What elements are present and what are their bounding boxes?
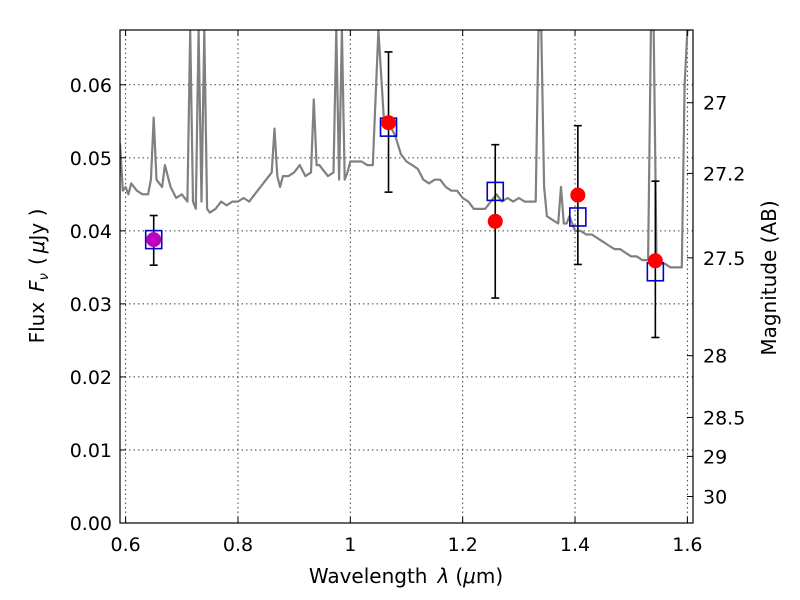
observed-circle-point	[647, 253, 663, 269]
synthetic-square-point	[486, 181, 505, 202]
y2-tick-label: 27.2	[703, 163, 745, 185]
y-tick-label: 0.05	[70, 148, 112, 170]
synthetic-square-point	[144, 229, 163, 250]
y2-tick-label: 27.5	[703, 248, 745, 270]
y-axis-label: FluxFν(μJy )	[25, 209, 52, 344]
y-axis-ticks: 0.00 0.01 0.02 0.03 0.04 0.05 0.06	[70, 75, 126, 535]
y-tick-label: 0.01	[70, 440, 112, 462]
x-tick-label: 0.8	[223, 534, 253, 556]
y-tick-label: 0.02	[70, 367, 112, 389]
model-spectrum-layer	[120, 30, 691, 269]
x-tick-label: 1.6	[672, 534, 702, 556]
y-tick-label: 0.04	[70, 221, 112, 243]
x-tick-label: 0.6	[111, 534, 141, 556]
observed-circle-point	[487, 213, 503, 229]
y2-axis-ticks: 27 27.2 27.5 28 28.5 29 30	[687, 93, 745, 508]
observed-circle-point	[146, 232, 162, 248]
synthetic-square-point	[569, 207, 587, 227]
y-tick-label: 0.00	[70, 513, 112, 535]
x-tick-label: 1	[344, 534, 356, 556]
y2-tick-label: 27	[703, 93, 727, 115]
x-tick-label: 1.2	[448, 534, 478, 556]
plot-frame	[119, 29, 694, 524]
y-tick-label: 0.06	[70, 75, 112, 97]
y2-axis-label: Magnitude (AB)	[757, 200, 781, 355]
y2-tick-label: 30	[703, 486, 727, 508]
x-tick-label: 1.4	[560, 534, 590, 556]
y-tick-label: 0.03	[70, 294, 112, 316]
model-spectrum-line	[120, 30, 691, 269]
y2-tick-label: 29	[703, 446, 727, 468]
y2-tick-label: 28.5	[703, 407, 745, 429]
x-axis-label: Wavelength λ (μm)	[309, 564, 503, 588]
marker-layer	[144, 115, 665, 282]
x-axis-ticks: 0.6 0.8 1 1.2 1.4 1.6	[111, 30, 702, 556]
observed-circle-point	[570, 187, 586, 203]
y2-tick-label: 28	[703, 346, 727, 368]
observed-circle-point	[381, 115, 397, 131]
